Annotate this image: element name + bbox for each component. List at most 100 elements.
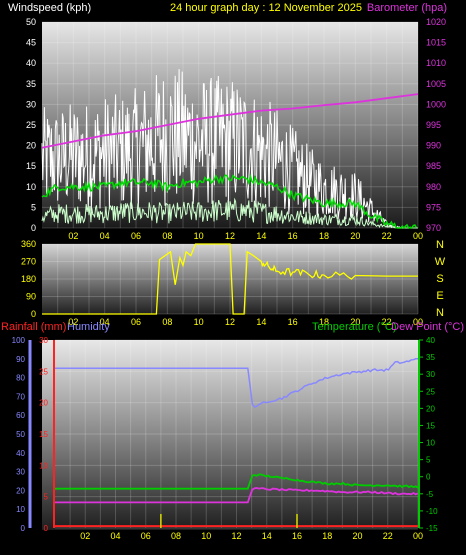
- direction-x-tick-label: 10: [194, 317, 204, 327]
- wind-x-tick-label: 04: [100, 231, 110, 241]
- compass-label: W: [435, 256, 446, 268]
- direction-y-tick-label: 270: [21, 257, 36, 267]
- wind-x-tick-label: 16: [288, 231, 298, 241]
- wind-x-tick-label: 14: [256, 231, 266, 241]
- wind-x-tick-label: 00: [413, 231, 423, 241]
- temperature-y-tick-label: 15: [426, 421, 435, 430]
- barometer-y-tick-label: 995: [426, 120, 441, 130]
- temperature-series: [55, 473, 419, 490]
- wind-x-tick-label: 22: [382, 231, 392, 241]
- barometer-y-tick-label: 985: [426, 161, 441, 171]
- wind-y-tick-label: 40: [26, 58, 36, 68]
- wind-y-tick-label: 0: [31, 223, 36, 233]
- temperature-y-tick-label: 25: [426, 387, 435, 396]
- barometer-y-tick-label: 1000: [426, 99, 446, 109]
- barometer-series: [41, 93, 419, 149]
- wind-x-tick-label: 12: [225, 231, 235, 241]
- wind-low-series: [41, 197, 418, 229]
- temperature-y-tick-label: 10: [426, 439, 435, 448]
- direction-x-tick-label: 14: [256, 317, 266, 327]
- wind-x-tick-label: 20: [350, 231, 360, 241]
- direction-x-tick-label: 16: [288, 317, 298, 327]
- barometer-y-tick-label: 1020: [426, 17, 446, 27]
- temperature-y-tick-label: 5: [426, 456, 431, 465]
- humidity-axis-label: Humidity: [67, 321, 110, 333]
- climate-x-tick-label: 00: [413, 531, 423, 541]
- rainfall-y-tick-label: 5: [44, 493, 49, 502]
- wind-y-tick-label: 50: [26, 17, 36, 27]
- humidity-y-tick-label: 10: [16, 505, 25, 514]
- climate-x-tick-label: 14: [262, 531, 272, 541]
- temperature-y-tick-label: -15: [426, 524, 438, 533]
- compass-label: E: [436, 290, 443, 302]
- wind-y-tick-label: 10: [26, 182, 36, 192]
- rainfall-y-tick-label: 15: [39, 430, 48, 439]
- direction-x-tick-label: 06: [131, 317, 141, 327]
- barometer-y-tick-label: 970: [426, 223, 441, 233]
- direction-x-tick-label: 04: [100, 317, 110, 327]
- direction-x-tick-label: 12: [225, 317, 235, 327]
- wind-average-series: [41, 173, 418, 230]
- wind-axis-label: Windspeed (kph): [8, 2, 91, 14]
- direction-x-tick-label: 00: [413, 317, 423, 327]
- climate-x-tick-label: 20: [352, 531, 362, 541]
- wind-x-tick-label: 06: [131, 231, 141, 241]
- direction-x-tick-label: 08: [162, 317, 172, 327]
- climate-x-tick-label: 10: [201, 531, 211, 541]
- wind-x-tick-label: 18: [319, 231, 329, 241]
- direction-x-tick-label: 22: [382, 317, 392, 327]
- humidity-y-tick-label: 60: [16, 411, 25, 420]
- rainfall-y-tick-label: 20: [39, 399, 48, 408]
- compass-label: N: [436, 239, 444, 251]
- dewpoint-series: [55, 487, 419, 504]
- humidity-y-tick-label: 40: [16, 449, 25, 458]
- temperature-y-tick-label: 20: [426, 404, 435, 413]
- wind-y-tick-label: 35: [26, 79, 36, 89]
- rainfall-y-tick-label: 30: [39, 336, 48, 345]
- direction-y-tick-label: 360: [21, 239, 36, 249]
- rainfall-y-tick-label: 25: [39, 367, 48, 376]
- temperature-y-tick-label: -10: [426, 507, 438, 516]
- compass-label: S: [436, 273, 443, 285]
- climate-x-tick-label: 12: [231, 531, 241, 541]
- wind-y-tick-label: 45: [26, 38, 36, 48]
- temperature-y-tick-label: 30: [426, 370, 435, 379]
- wind-y-tick-label: 30: [26, 99, 36, 109]
- barometer-y-tick-label: 990: [426, 141, 441, 151]
- temperature-y-tick-label: 0: [426, 473, 431, 482]
- wind-y-tick-label: 5: [31, 202, 36, 212]
- wind-y-tick-label: 25: [26, 120, 36, 130]
- humidity-y-tick-label: 50: [16, 430, 25, 439]
- rainfall-y-tick-label: 10: [39, 461, 48, 470]
- barometer-y-tick-label: 975: [426, 202, 441, 212]
- direction-x-tick-label: 20: [350, 317, 360, 327]
- humidity-y-tick-label: 20: [16, 486, 25, 495]
- humidity-y-tick-label: 90: [16, 355, 25, 364]
- wind-x-tick-label: 10: [194, 231, 204, 241]
- direction-y-tick-label: 180: [21, 274, 36, 284]
- compass-label: N: [436, 307, 444, 319]
- climate-x-tick-label: 08: [171, 531, 181, 541]
- temperature-y-tick-label: -5: [426, 490, 434, 499]
- climate-x-tick-label: 18: [322, 531, 332, 541]
- humidity-y-tick-label: 80: [16, 374, 25, 383]
- climate-x-tick-label: 02: [80, 531, 90, 541]
- temperature-y-tick-label: 35: [426, 353, 435, 362]
- humidity-y-tick-label: 30: [16, 468, 25, 477]
- direction-y-tick-label: 90: [26, 292, 36, 302]
- humidity-y-tick-label: 0: [21, 524, 26, 533]
- wind-y-tick-label: 20: [26, 141, 36, 151]
- direction-y-tick-label: 0: [31, 309, 36, 319]
- climate-x-tick-label: 16: [292, 531, 302, 541]
- humidity-y-tick-label: 100: [12, 336, 26, 345]
- windspeed-series: [41, 69, 418, 229]
- humidity-series: [55, 358, 418, 408]
- temperature-axis-label: Temperature (°C): [312, 321, 396, 333]
- temperature-y-tick-label: 40: [426, 336, 435, 345]
- barometer-y-tick-label: 1010: [426, 58, 446, 68]
- rainfall-axis-label: Rainfall (mm): [1, 321, 66, 333]
- climate-x-tick-label: 22: [383, 531, 393, 541]
- barometer-axis-label: Barometer (hpa): [367, 2, 447, 14]
- chart-title: 24 hour graph day : 12 November 2025: [170, 2, 362, 14]
